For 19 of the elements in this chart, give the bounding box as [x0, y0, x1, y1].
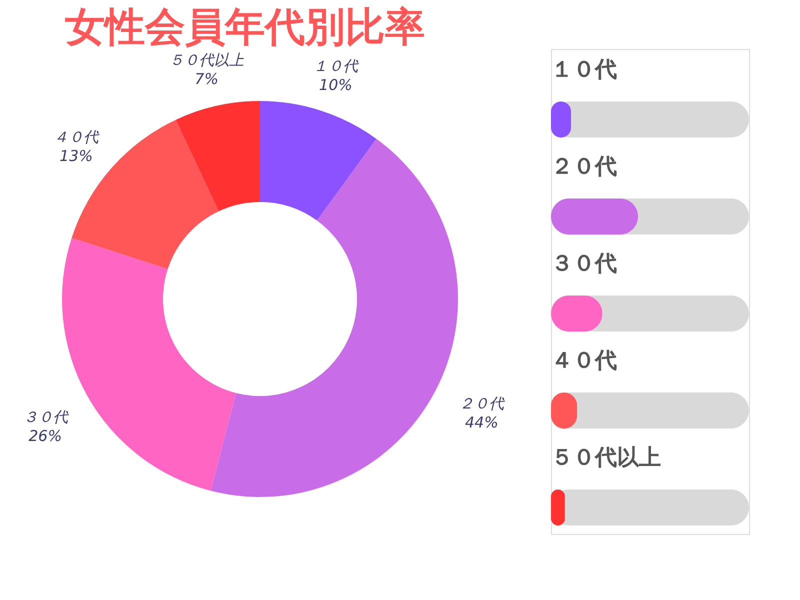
- chart-title: 女性会員年代別比率: [65, 4, 425, 50]
- slice-label: ３０代: [22, 408, 69, 426]
- y-tick-label: ４０代: [551, 348, 617, 374]
- slice-label: ４０代: [54, 128, 100, 146]
- donut-slice: [210, 138, 458, 497]
- data-label: 26%: [28, 427, 62, 446]
- y-tick-label: ５０代以上: [551, 446, 661, 470]
- donut-slice: [260, 101, 376, 221]
- y-tick-label: １０代: [551, 58, 617, 82]
- slice-label: １０代: [313, 56, 360, 75]
- slice-label: ５０代以上: [169, 50, 244, 69]
- data-label: 10%: [319, 76, 352, 94]
- data-label: 44%: [465, 413, 498, 432]
- data-label: 7%: [194, 70, 218, 88]
- donut-slice: [176, 101, 260, 212]
- y-tick-label: ３０代: [551, 252, 617, 276]
- y-tick-label: ２０代: [551, 154, 617, 180]
- data-label: 13%: [60, 146, 93, 165]
- slice-label: ２０代: [459, 394, 506, 412]
